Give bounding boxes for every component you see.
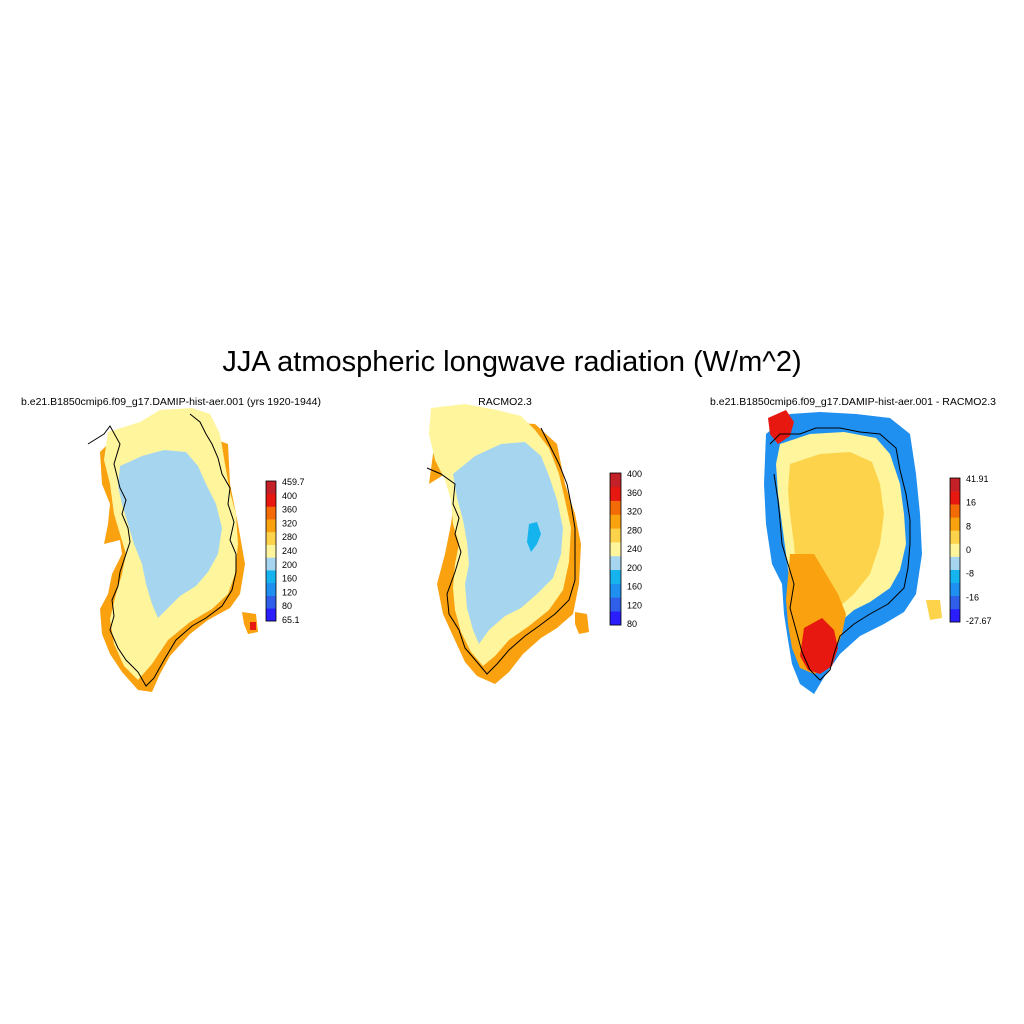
small-island-fill [575, 612, 589, 634]
panel-2-colorbar-label: 280 [627, 525, 642, 535]
panel-3-colorbar-label: -27.67 [966, 616, 992, 626]
panel-3-map [760, 404, 945, 699]
panel-3-colorbar-box [950, 582, 960, 597]
panel-1-colorbar-box [266, 608, 276, 622]
panel-1-title: b.e21.B1850cmip6.f09_g17.DAMIP-hist-aer.… [20, 396, 321, 408]
panel-2-colorbar-label: 80 [627, 619, 637, 629]
greenland-model-map [87, 408, 258, 692]
panel-2-colorbar-box [610, 583, 621, 598]
panel-1-colorbar-box [266, 570, 276, 584]
panel-2-colorbar-box [610, 611, 621, 626]
panel-3-colorbar-label: 8 [966, 521, 971, 531]
panel-3-colorbar-label: 16 [966, 498, 976, 508]
panel-2-colorbar-box [610, 569, 621, 584]
south-fill-red [800, 618, 838, 674]
panel-2-colorbar-box [610, 486, 621, 501]
figure-title: JJA atmospheric longwave radiation (W/m^… [222, 346, 802, 378]
panel-2-map [425, 404, 605, 694]
panel-2-title: RACMO2.3 [478, 396, 532, 408]
panel-1-colorbar-frame [265, 480, 277, 622]
panel-1-colorbar-box [266, 582, 276, 596]
panel-1-colorbar-box [266, 506, 276, 520]
panel-3-colorbar-box [950, 556, 960, 570]
panel-1-colorbar-label: 400 [282, 491, 297, 501]
panel-3-colorbar-box [950, 595, 960, 610]
panel-2-colorbar-label: 240 [627, 544, 642, 554]
panel-3-colorbar-frame [949, 477, 961, 623]
panel-1-map [80, 404, 260, 694]
panel-3-colorbar-box [950, 504, 960, 518]
panel-3-colorbar-box [950, 478, 960, 492]
panel-1-colorbar-box [266, 544, 276, 558]
panel-2-colorbar-box [610, 473, 621, 488]
panel-1-colorbar-box [266, 519, 276, 533]
interior-fill-lightblue [118, 450, 222, 618]
island-red-pixel [250, 622, 256, 630]
panel-1-colorbar-label: 65.1 [282, 615, 300, 625]
coastline [426, 427, 576, 675]
small-island-fill [926, 600, 942, 620]
panel-3-colorbar-box [950, 517, 960, 531]
panel-3-colorbar-label: -8 [966, 569, 974, 579]
interior-fill-lightblue [453, 442, 563, 644]
coastline [87, 413, 237, 687]
panel-1-colorbar-label: 240 [282, 546, 297, 556]
panel-2-colorbar-label: 400 [627, 469, 642, 479]
panel-3-colorbar-label: 41.91 [966, 474, 989, 484]
panel-2-colorbar-box [610, 597, 621, 612]
panel-2-colorbar-label: 320 [627, 507, 642, 517]
panel-3-title: b.e21.B1850cmip6.f09_g17.DAMIP-hist-aer.… [710, 396, 996, 408]
panel-1-colorbar-box [266, 531, 276, 545]
panel-1-colorbar-label: 320 [282, 518, 297, 528]
panel-1-colorbar-label: 80 [282, 601, 292, 611]
panel-2-colorbar-label: 120 [627, 600, 642, 610]
panel-2-colorbar-box [610, 528, 621, 543]
panel-1-colorbar-box [266, 557, 276, 571]
panel-3-colorbar-box [950, 530, 960, 544]
panel-2-colorbar-label: 360 [627, 488, 642, 498]
greenland-difference-map [764, 410, 942, 694]
panel-1-colorbar-label: 459.7 [282, 477, 305, 487]
panel-2-colorbar-box [610, 542, 621, 557]
panel-2-colorbar-box [610, 514, 621, 529]
greenland-racmo-map [426, 404, 589, 684]
panel-3-colorbar-label: -16 [966, 592, 979, 602]
panel-2-colorbar-box [610, 555, 621, 571]
panel-3-colorbar-box [950, 608, 960, 623]
north-fill-red [768, 410, 794, 444]
panel-1-colorbar-label: 280 [282, 532, 297, 542]
panel-3-colorbar-box [950, 569, 960, 584]
panel-2-colorbar-box [610, 500, 621, 515]
panel-3-colorbar-box [950, 491, 960, 505]
panel-1-colorbar-label: 200 [282, 560, 297, 570]
panel-2-colorbar-frame [609, 472, 622, 626]
panel-1-colorbar-box [266, 493, 276, 507]
panel-3-colorbar-label: 0 [966, 545, 971, 555]
panel-1-colorbar-box [266, 481, 276, 495]
panel-1-colorbar-label: 360 [282, 505, 297, 515]
panel-1-colorbar-box [266, 595, 276, 609]
panel-2-colorbar-label: 160 [627, 582, 642, 592]
panel-2-colorbar-label: 200 [627, 563, 642, 573]
panel-3-colorbar-box [950, 543, 960, 557]
panel-1-colorbar-label: 160 [282, 574, 297, 584]
panel-1-colorbar-label: 120 [282, 587, 297, 597]
coastline [769, 427, 911, 681]
blue-patch [527, 522, 541, 552]
